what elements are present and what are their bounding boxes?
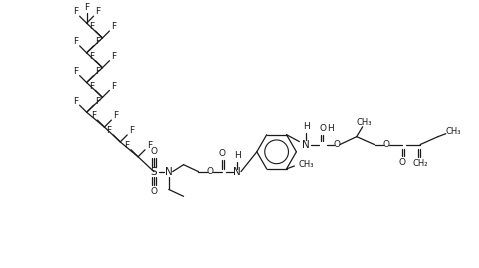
Text: F: F [125,141,129,150]
Text: CH₃: CH₃ [298,159,314,169]
Text: F: F [113,111,118,120]
Text: O: O [399,158,406,167]
Text: F: F [129,126,134,135]
Text: O: O [150,147,158,156]
Text: O: O [383,140,390,149]
Text: H: H [303,122,310,131]
Text: F: F [95,67,101,76]
Text: F: F [73,37,78,46]
Text: F: F [73,67,78,76]
Text: CH₃: CH₃ [357,118,373,127]
Text: F: F [95,37,101,46]
Text: F: F [111,82,116,91]
Text: S: S [150,167,157,177]
Text: CH₃: CH₃ [446,127,461,136]
Text: N: N [233,167,241,177]
Text: O: O [319,124,327,133]
Text: F: F [95,8,101,16]
Text: O: O [150,187,158,196]
Text: F: F [106,126,112,135]
Text: F: F [91,111,96,120]
Text: O: O [207,167,214,176]
Text: H: H [327,124,333,133]
Text: O: O [219,149,226,158]
Text: F: F [89,22,94,31]
Text: CH₂: CH₂ [412,159,428,168]
Text: F: F [89,82,94,91]
Text: F: F [111,22,116,31]
Text: F: F [73,8,78,16]
Text: F: F [89,52,94,61]
Text: N: N [165,167,172,177]
Text: H: H [234,151,240,160]
Text: F: F [147,141,152,150]
Text: O: O [333,140,341,149]
Text: F: F [84,3,89,12]
Text: N: N [302,140,310,150]
Text: F: F [95,96,101,106]
Text: F: F [73,96,78,106]
Text: F: F [111,52,116,61]
